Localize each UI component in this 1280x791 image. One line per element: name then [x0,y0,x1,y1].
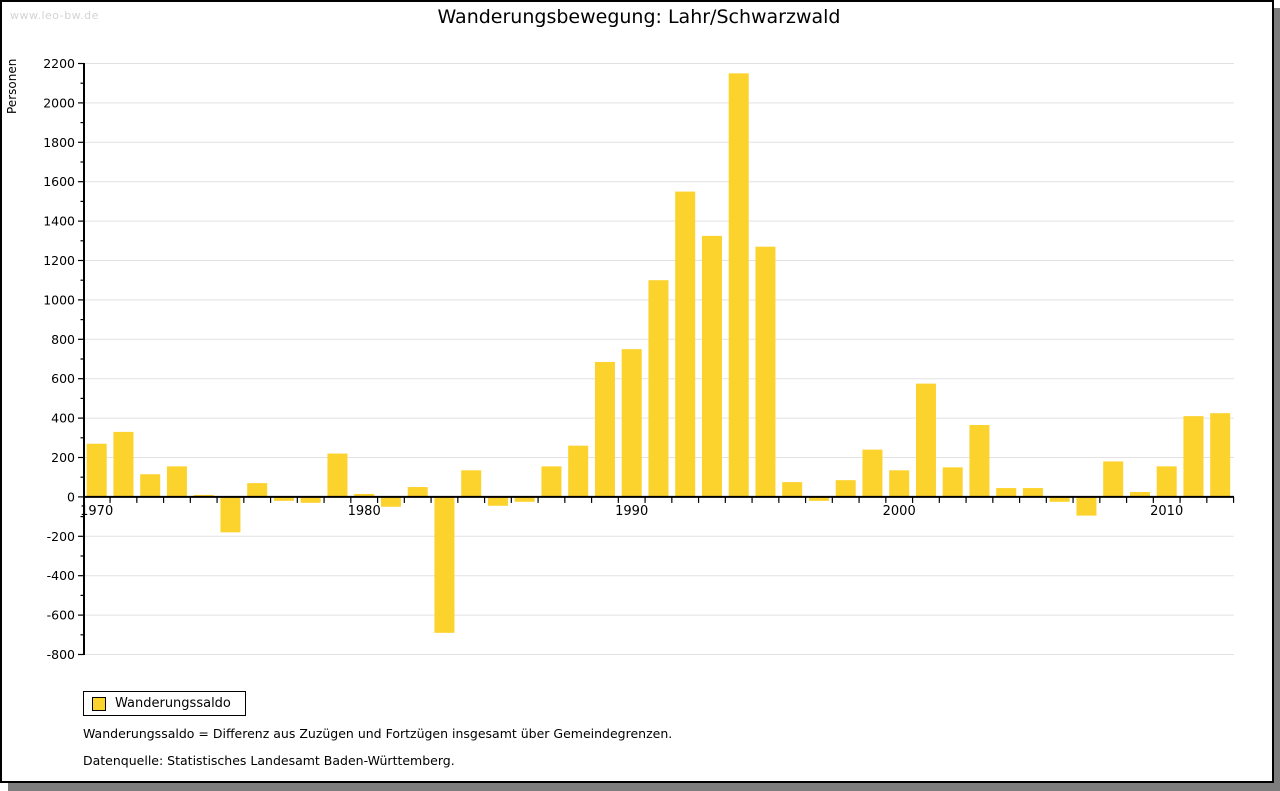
footnote-source: Datenquelle: Statistisches Landesamt Bad… [83,753,455,768]
bar-2000 [889,470,910,497]
bar-1983 [434,496,455,633]
bar-2005 [1022,488,1043,497]
bar-1970 [86,443,107,497]
bar-2002 [942,467,963,497]
x-tick-label: 1980 [348,504,381,519]
bar-1977 [273,496,294,501]
bar-1996 [782,482,803,497]
y-tick-label: -200 [47,529,75,544]
bar-1981 [380,496,401,507]
bar-2003 [969,424,990,497]
bar-1976 [247,483,268,497]
bar-1984 [461,470,482,497]
x-tick-label: 1970 [80,504,113,519]
bar-1999 [862,449,883,497]
bar-1980 [354,493,375,497]
bar-2004 [996,488,1017,497]
bar-1994 [728,73,749,497]
y-tick-label: 1400 [43,214,75,229]
bar-1979 [327,453,348,497]
y-tick-label: 1600 [43,174,75,189]
bar-1986 [514,496,535,502]
legend-box: Wanderungssaldo [83,691,246,716]
bar-1987 [541,466,562,497]
bar-1973 [166,466,187,497]
bar-2011 [1183,416,1204,497]
bar-1978 [300,496,321,503]
bar-1982 [407,487,428,497]
y-tick-label: 800 [51,332,75,347]
bar-1985 [487,496,508,506]
y-tick-label: 400 [51,411,75,426]
y-tick-label: 2000 [43,95,75,110]
bar-2012 [1210,413,1231,497]
bar-2007 [1076,496,1097,516]
bar-1992 [675,191,696,497]
y-tick-label: 600 [51,371,75,386]
bar-1988 [568,445,589,497]
window-shadow-right [1274,8,1280,791]
bar-1993 [701,235,722,497]
y-tick-label: 1800 [43,135,75,150]
y-tick-label: 0 [67,489,75,504]
chart-title: Wanderungsbewegung: Lahr/Schwarzwald [437,6,841,28]
bar-1995 [755,246,776,497]
bar-1991 [648,280,669,497]
bar-1972 [140,474,161,497]
x-tick-label: 2010 [1150,504,1183,519]
y-axis-title: Personen [5,59,19,114]
bar-2010 [1156,466,1177,497]
bar-2001 [915,383,936,497]
y-tick-label: -600 [47,608,75,623]
y-tick-label: -800 [47,647,75,662]
y-tick-label: 1200 [43,253,75,268]
y-tick-label: 200 [51,450,75,465]
bar-1975 [220,496,241,533]
bar-1971 [113,431,134,497]
footnote-definition: Wanderungssaldo = Differenz aus Zuzügen … [83,726,673,741]
bar-1989 [594,361,615,497]
bar-2006 [1049,496,1070,502]
y-tick-label: 1000 [43,292,75,307]
window-shadow-bottom [8,783,1280,791]
legend-swatch-icon [92,696,106,711]
y-tick-label: -400 [47,568,75,583]
x-tick-label: 1990 [615,504,648,519]
watermark: www.leo-bw.de [10,9,99,22]
bar-1997 [808,496,829,501]
bar-2008 [1103,461,1124,497]
bar-1998 [835,480,856,497]
y-tick-label: 2200 [43,56,75,71]
x-tick-label: 2000 [883,504,916,519]
bar-2009 [1129,491,1150,497]
legend-label: Wanderungssaldo [115,696,231,711]
bar-1990 [621,349,642,497]
